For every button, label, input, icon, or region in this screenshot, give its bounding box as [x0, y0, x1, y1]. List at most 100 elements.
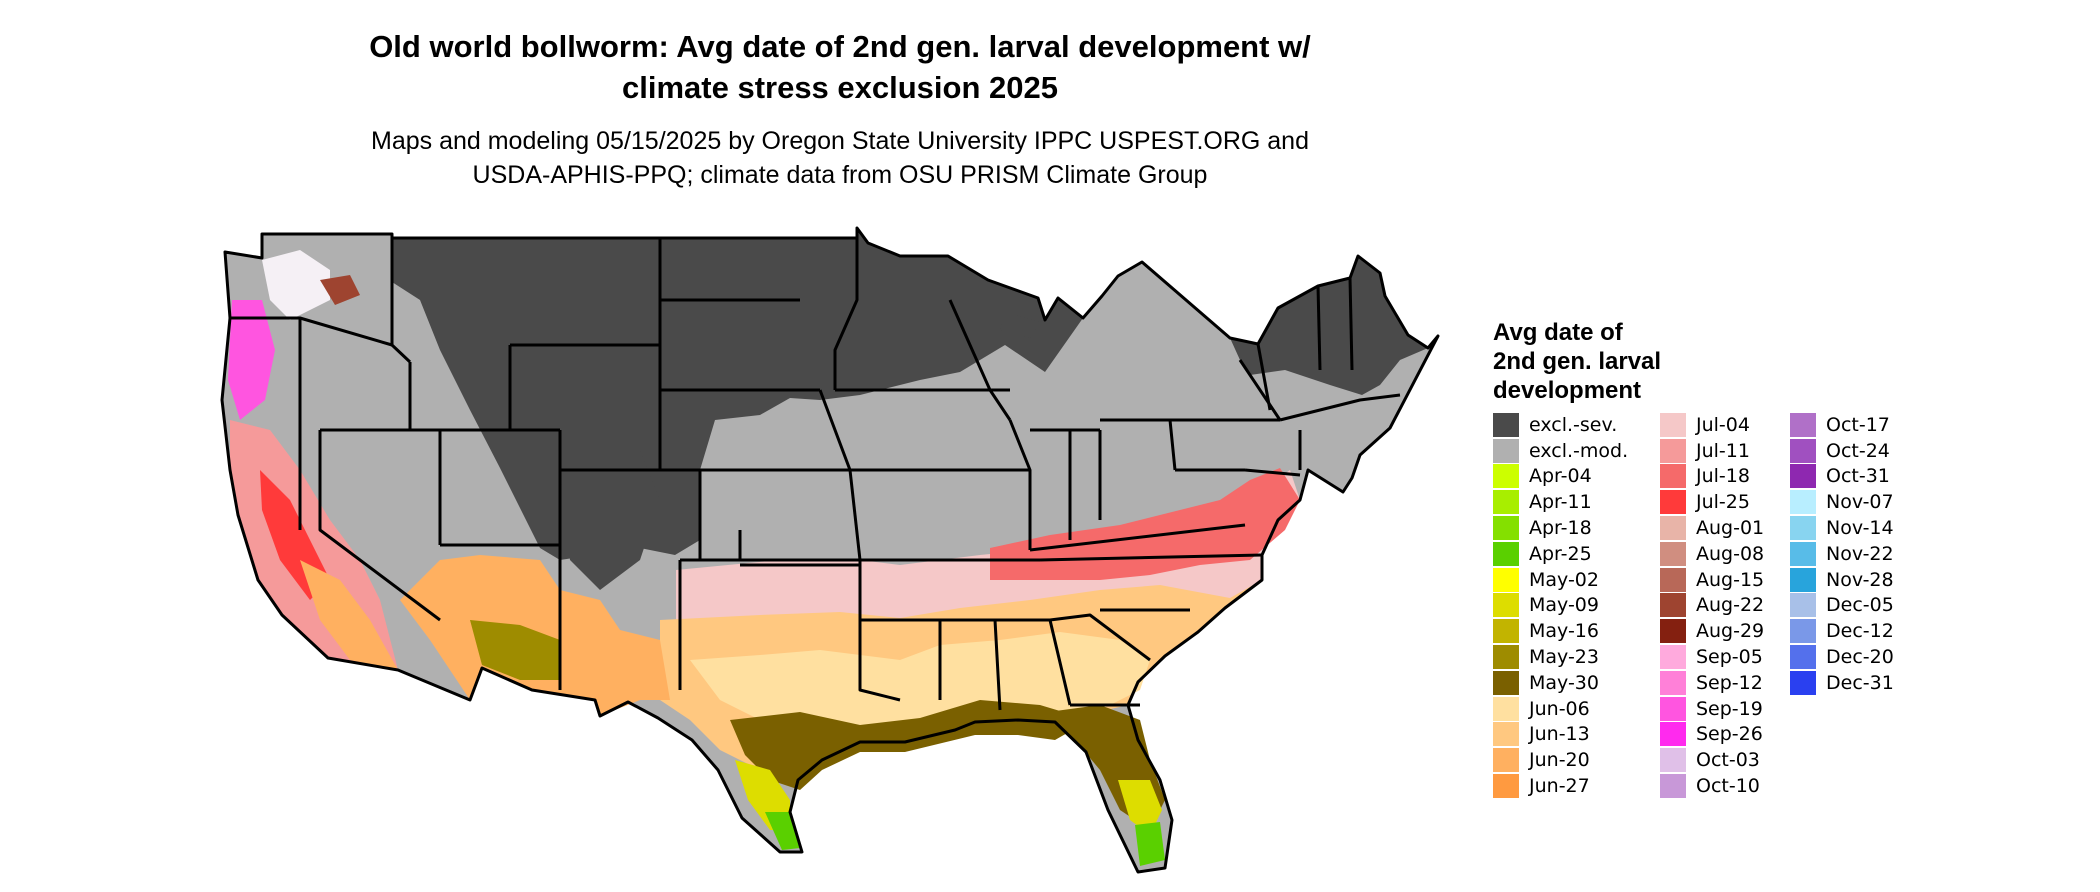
- legend-swatch: [1790, 541, 1816, 566]
- legend-swatch: [1660, 490, 1686, 515]
- legend-swatch: [1790, 645, 1816, 670]
- legend-item: excl.-sev.: [1493, 412, 1628, 438]
- legend-title-line1: Avg date of: [1493, 319, 1623, 346]
- legend-swatch: [1493, 412, 1519, 437]
- legend-label: May-23: [1529, 646, 1599, 669]
- legend-label: May-16: [1529, 620, 1599, 643]
- legend-label: Oct-03: [1696, 749, 1760, 772]
- legend-swatch: [1660, 722, 1686, 747]
- legend-label: Dec-20: [1826, 646, 1894, 669]
- legend-label: Sep-26: [1696, 723, 1763, 746]
- legend-label: Jul-04: [1696, 413, 1750, 436]
- legend-item: Jul-25: [1660, 489, 1764, 515]
- legend-label: Dec-31: [1826, 671, 1894, 694]
- legend-label: Oct-24: [1826, 439, 1890, 462]
- legend-label: Jul-11: [1696, 439, 1750, 462]
- legend-swatch: [1660, 619, 1686, 644]
- legend-label: Aug-15: [1696, 568, 1765, 591]
- legend-label: Oct-31: [1826, 465, 1890, 488]
- legend-label: Sep-05: [1696, 646, 1763, 669]
- legend-item: Apr-04: [1493, 464, 1628, 490]
- legend-item: Aug-08: [1660, 541, 1764, 567]
- legend-swatch: [1660, 593, 1686, 618]
- legend-label: Nov-22: [1826, 542, 1894, 565]
- legend-item: Aug-01: [1660, 515, 1764, 541]
- legend-label: excl.-sev.: [1529, 413, 1618, 436]
- legend-item: Oct-17: [1790, 412, 1894, 438]
- legend-item: Dec-05: [1790, 593, 1894, 619]
- legend-label: May-02: [1529, 568, 1599, 591]
- legend-swatch: [1790, 516, 1816, 541]
- legend-item: Sep-05: [1660, 644, 1764, 670]
- legend-item: Aug-15: [1660, 567, 1764, 593]
- legend-item: Sep-26: [1660, 722, 1764, 748]
- legend-label: Dec-12: [1826, 620, 1894, 643]
- legend-label: Jun-20: [1529, 749, 1590, 772]
- legend-label: Aug-22: [1696, 594, 1765, 617]
- legend-label: Apr-04: [1529, 465, 1592, 488]
- legend-label: May-30: [1529, 671, 1599, 694]
- legend-item: Nov-28: [1790, 567, 1894, 593]
- legend-label: Aug-01: [1696, 517, 1765, 540]
- map-title: Old world bollworm: Avg date of 2nd gen.…: [220, 26, 1460, 108]
- legend-label: Apr-11: [1529, 491, 1592, 514]
- legend-item: Dec-20: [1790, 644, 1894, 670]
- legend-swatch: [1790, 464, 1816, 489]
- legend-label: Apr-25: [1529, 542, 1592, 565]
- legend-label: Oct-17: [1826, 413, 1890, 436]
- legend-swatch: [1790, 438, 1816, 463]
- legend-swatch: [1493, 696, 1519, 721]
- legend-swatch: [1660, 645, 1686, 670]
- legend-item: Nov-22: [1790, 541, 1894, 567]
- legend-item: Jun-20: [1493, 747, 1628, 773]
- legend-item: May-02: [1493, 567, 1628, 593]
- legend-item: Nov-07: [1790, 489, 1894, 515]
- band-olive-may: [730, 700, 1090, 790]
- legend-item: Sep-19: [1660, 696, 1764, 722]
- legend-swatch: [1660, 748, 1686, 773]
- legend-swatch: [1790, 593, 1816, 618]
- legend-swatch: [1660, 464, 1686, 489]
- legend-item: Apr-11: [1493, 489, 1628, 515]
- legend-label: Oct-10: [1696, 775, 1760, 798]
- map-subtitle-line2: USDA-APHIS-PPQ; climate data from OSU PR…: [472, 161, 1208, 189]
- legend-column-2: Jul-04 Jul-11 Jul-18 Jul-25 Aug-01 Aug-08 Aug-…: [1660, 412, 1764, 799]
- legend-swatch: [1493, 645, 1519, 670]
- legend-label: Nov-28: [1826, 568, 1894, 591]
- band-sw-olive: [470, 620, 560, 680]
- legend-swatch: [1493, 619, 1519, 644]
- legend-label: Apr-18: [1529, 517, 1592, 540]
- legend-column-3: Oct-17 Oct-24 Oct-31 Nov-07 Nov-14 Nov-22 Nov-…: [1790, 412, 1894, 696]
- legend-swatch: [1660, 696, 1686, 721]
- state-borders: [220, 226, 1440, 874]
- legend-swatch: [1493, 722, 1519, 747]
- legend-item: Sep-12: [1660, 670, 1764, 696]
- legend-item: Oct-31: [1790, 464, 1894, 490]
- legend-item: Jun-13: [1493, 722, 1628, 748]
- band-yellow-fl: [1118, 780, 1162, 835]
- legend-label: Jun-13: [1529, 723, 1590, 746]
- legend-swatch: [1790, 670, 1816, 695]
- severe-upper-michigan: [1000, 312, 1040, 338]
- legend-item: Nov-14: [1790, 515, 1894, 541]
- legend-swatch: [1493, 490, 1519, 515]
- legend-item: Jul-11: [1660, 438, 1764, 464]
- band-nw-white: [262, 250, 330, 320]
- legend-item: Jun-06: [1493, 696, 1628, 722]
- legend-label: Jul-18: [1696, 465, 1750, 488]
- legend-label: Nov-07: [1826, 491, 1894, 514]
- legend-item: Dec-12: [1790, 618, 1894, 644]
- legend-swatch: [1660, 774, 1686, 799]
- legend-label: Dec-05: [1826, 594, 1894, 617]
- map-subtitle-line1: Maps and modeling 05/15/2025 by Oregon S…: [371, 127, 1309, 155]
- band-ca-orange: [300, 560, 398, 670]
- map-subtitle: Maps and modeling 05/15/2025 by Oregon S…: [220, 124, 1460, 192]
- legend-item: Jul-04: [1660, 412, 1764, 438]
- band-green-fl: [1135, 822, 1165, 866]
- legend-swatch: [1493, 774, 1519, 799]
- band-red-jul: [990, 468, 1300, 580]
- legend-item: excl.-mod.: [1493, 438, 1628, 464]
- legend-item: May-09: [1493, 593, 1628, 619]
- legend-label: Sep-12: [1696, 671, 1763, 694]
